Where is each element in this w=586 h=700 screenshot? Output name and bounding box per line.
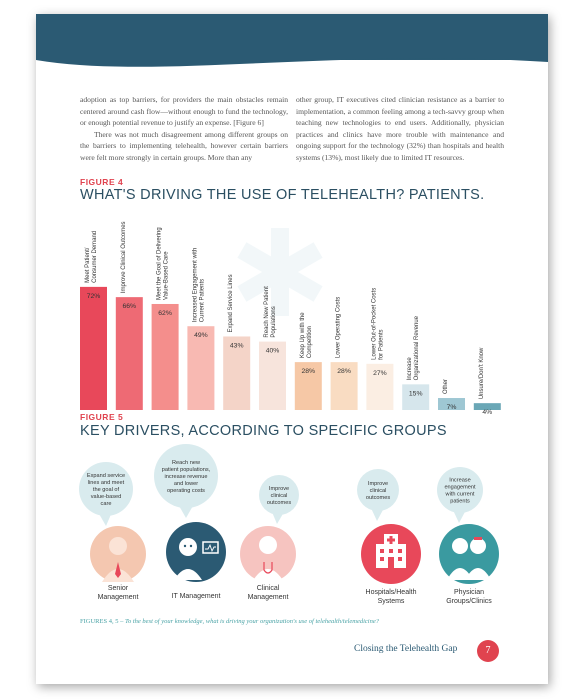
bar-value-label: 28% — [337, 368, 351, 375]
caption-prefix: FIGURES 4, 5 – — [80, 618, 124, 625]
caption-text: To the best of your knowledge, what is d… — [124, 618, 379, 625]
bar — [151, 303, 179, 410]
figure5-title: KEY DRIVERS, ACCORDING TO SPECIFIC GROUP… — [80, 423, 447, 439]
speech-bubble: Increase engagement with current patients — [437, 467, 483, 523]
speech-bubble: Expand service lines and meet the goal of v… — [79, 462, 133, 526]
bar-value-label: 28% — [301, 368, 315, 375]
category-label: Lower Out-of-Pocket Costsfor Patients — [371, 288, 384, 360]
bar-value-label: 62% — [158, 310, 172, 317]
bar-value-label: 40% — [266, 348, 280, 355]
bar — [223, 336, 251, 410]
hospitals-circle — [361, 524, 421, 584]
report-page: adoption as top barriers, for providers … — [36, 14, 548, 684]
figure4-label: FIGURE 4 — [80, 177, 124, 187]
senior-management-circle — [90, 526, 146, 582]
bar-value-label: 66% — [122, 303, 136, 310]
bar — [259, 341, 286, 410]
bar — [402, 384, 430, 410]
category-label: Increased Engagement withCurrent Patient… — [192, 248, 205, 322]
bar-value-label: 7% — [447, 404, 457, 411]
figure5-infographic: Expand service lines and meet the goal of v… — [79, 444, 499, 605]
speech-bubble: Reach new patient populations, increase re… — [154, 444, 218, 518]
category-label: IncreaseOrganizational Revenue — [407, 315, 420, 380]
bar — [80, 286, 107, 410]
category-label: Expand Service Lines — [228, 274, 234, 332]
figure4-bar-chart: 72% Meet Patient/Consumer Demand 66% Improv… — [80, 221, 501, 414]
clinical-management-circle — [240, 526, 296, 582]
bar-value-label: 27% — [373, 370, 387, 377]
star-of-life-watermark — [237, 228, 323, 316]
body-paragraph: other group, IT executives cited clinici… — [296, 95, 504, 162]
senior-manager-icon — [102, 537, 134, 582]
category-label: Meet Patient/Consumer Demand — [85, 231, 98, 283]
category-label: Other — [443, 379, 449, 394]
it-management-circle — [166, 522, 226, 582]
page-number: 7 — [477, 640, 499, 662]
figure5-label: FIGURE 5 — [80, 412, 124, 422]
svg-text:IT Management: IT Management — [172, 593, 221, 600]
category-label: Unsure/Don't Know — [479, 347, 485, 399]
bar — [115, 297, 143, 410]
category-label: Lower Operating Costs — [336, 297, 342, 358]
hospital-icon — [376, 534, 406, 568]
bar — [187, 326, 215, 410]
footer-title: Closing the Telehealth Gap — [354, 644, 458, 654]
figure4-title: WHAT'S DRIVING THE USE OF TELEHEALTH? PA… — [80, 187, 485, 203]
physician-groups-circle — [439, 524, 499, 584]
bar — [438, 398, 465, 410]
header-wave — [36, 44, 548, 67]
bar-value-label: 4% — [482, 409, 492, 414]
bar — [330, 362, 358, 410]
figure-caption: FIGURES 4, 5 – To the best of your knowl… — [80, 618, 379, 625]
bar-value-label: 43% — [230, 342, 244, 349]
clinician-icon — [252, 536, 284, 582]
body-column-left: adoption as top barriers, for providers … — [80, 94, 288, 164]
body-column-right: other group, IT executives cited clinici… — [296, 94, 504, 164]
speech-bubble: Improve clinical outcomes — [259, 475, 299, 524]
physicians-icon — [447, 537, 491, 580]
bar — [366, 363, 394, 410]
bar-value-label: 15% — [409, 390, 423, 397]
body-paragraph: There was not much disagreement among di… — [80, 129, 288, 162]
category-label: Reach New PatientPopulations — [264, 286, 277, 338]
category-label: Meet the Goal of DeliveringValue-Based C… — [157, 227, 170, 300]
category-label: Keep Up with theCompetition — [300, 312, 313, 358]
body-paragraph: adoption as top barriers, for providers … — [80, 95, 288, 128]
category-label: Improve Clinical Outcomes — [121, 221, 127, 293]
bar-value-label: 72% — [87, 293, 101, 300]
bar-value-label: 49% — [194, 332, 208, 339]
bar — [294, 362, 322, 410]
bar — [473, 403, 501, 410]
speech-bubble: Improve clinical outcomes — [357, 469, 399, 521]
it-manager-icon — [174, 538, 219, 580]
